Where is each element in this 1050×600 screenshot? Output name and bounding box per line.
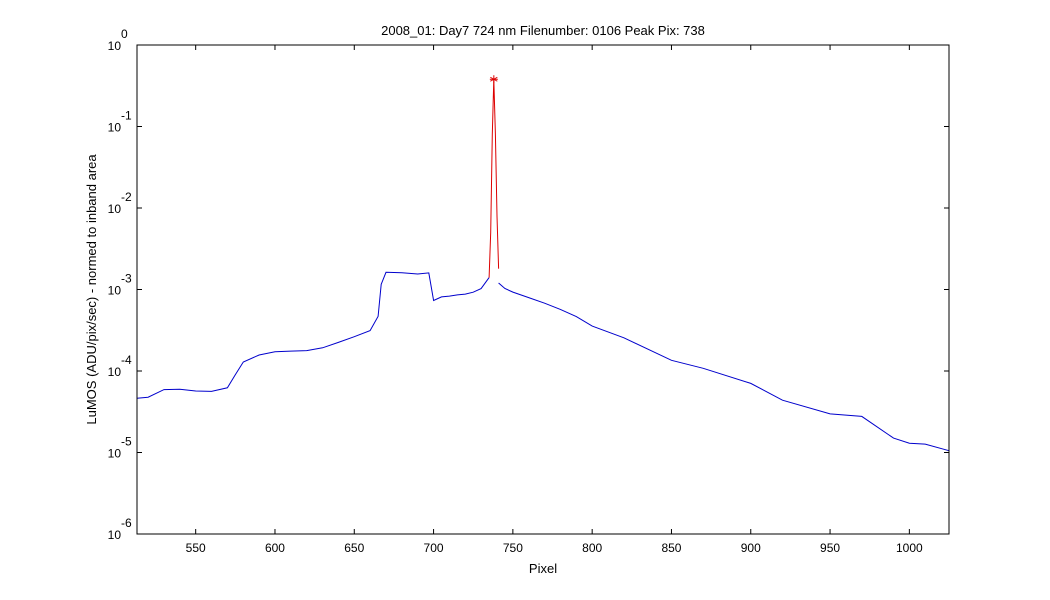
svg-text:10: 10 <box>108 202 122 216</box>
x-tick-label: 800 <box>582 541 602 555</box>
svg-text:-5: -5 <box>121 435 132 449</box>
x-tick-label: 550 <box>186 541 206 555</box>
x-axis-label: Pixel <box>529 561 557 576</box>
y-tick-label: 10-2 <box>108 190 132 216</box>
x-tick-label: 950 <box>820 541 840 555</box>
svg-text:-3: -3 <box>121 272 132 286</box>
svg-text:10: 10 <box>108 121 122 135</box>
svg-text:-6: -6 <box>121 516 132 530</box>
x-tick-label: 900 <box>741 541 761 555</box>
y-tick-label: 10-1 <box>108 109 132 135</box>
svg-text:0: 0 <box>121 27 128 41</box>
x-tick-label: 600 <box>265 541 285 555</box>
x-tick-label: 850 <box>661 541 681 555</box>
svg-text:-1: -1 <box>121 109 132 123</box>
chart-title: 2008_01: Day7 724 nm Filenumber: 0106 Pe… <box>381 23 705 38</box>
peak-marker <box>489 75 498 84</box>
series-line <box>136 271 490 399</box>
y-tick-label: 10-5 <box>108 435 132 461</box>
y-tick-label: 100 <box>108 27 128 53</box>
series-line <box>498 282 950 452</box>
x-tick-label: 650 <box>344 541 364 555</box>
svg-text:10: 10 <box>108 365 122 379</box>
y-tick-label: 10-3 <box>108 272 132 298</box>
svg-text:10: 10 <box>108 528 122 542</box>
y-tick-label: 10-6 <box>108 516 132 542</box>
x-tick-label: 700 <box>424 541 444 555</box>
y-tick-label: 10-4 <box>108 353 132 379</box>
x-tick-label: 1000 <box>896 541 923 555</box>
x-tick-label: 750 <box>503 541 523 555</box>
marker-layer <box>489 75 498 84</box>
x-ticks: 550 600 650 700 750 800 850 900 950 1000 <box>186 45 923 555</box>
svg-text:-4: -4 <box>121 353 132 367</box>
y-axis-label: LuMOS (ADU/pix/sec) - normed to inband a… <box>84 154 99 425</box>
svg-text:10: 10 <box>108 447 122 461</box>
svg-text:10: 10 <box>108 284 122 298</box>
svg-text:-2: -2 <box>121 190 132 204</box>
svg-text:10: 10 <box>108 39 122 53</box>
